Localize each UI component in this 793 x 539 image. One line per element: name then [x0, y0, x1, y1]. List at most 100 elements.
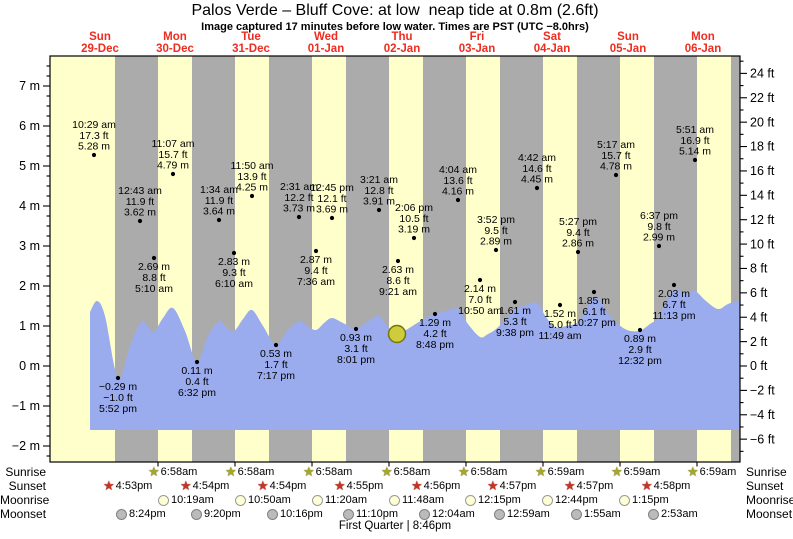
sunrise-row-label-right: Sunrise — [746, 465, 787, 479]
tide-event-dot — [91, 152, 97, 158]
tide-event-label: 2.03 m 6.7 ft 11:13 pm — [653, 288, 696, 322]
sunset-entry: ★4:57pm — [564, 478, 613, 494]
sunset-time: 4:57pm — [499, 480, 537, 492]
sunset-star-icon: ★ — [487, 478, 499, 493]
tide-event-label: 11:07 am 15.7 ft 4.79 m — [152, 138, 195, 172]
sunrise-time: 6:58am — [470, 466, 508, 478]
sunset-time: 4:53pm — [115, 480, 153, 492]
moonset-entry: 9:20pm — [191, 508, 241, 522]
sunset-star-icon: ★ — [180, 478, 192, 493]
sunset-star-icon: ★ — [103, 478, 115, 493]
day-label-04-Jan: Sat 04-Jan — [533, 31, 571, 55]
right-axis-label: 20 ft — [750, 115, 775, 129]
tide-event-dot — [637, 327, 643, 333]
moonset-circle-icon — [116, 509, 127, 520]
tide-event-label: 11:50 am 13.9 ft 4.25 m — [231, 160, 274, 194]
day-label-02-Jan: Thu 02-Jan — [383, 31, 421, 55]
sunrise-entry: ★6:59am — [535, 465, 585, 480]
moon-phase-text: First Quarter | 8:46pm — [338, 520, 452, 532]
moonset-entry: 12:04am — [419, 508, 475, 522]
tide-event-dot — [313, 248, 319, 254]
tide-event-dot — [137, 218, 143, 224]
sunrise-entry: ★6:59am — [611, 465, 660, 480]
sunrise-entry: ★6:58am — [148, 464, 197, 480]
moonset-circle-icon — [419, 509, 430, 520]
tide-event-dot — [477, 277, 483, 283]
tide-event-label: 0.53 m 1.7 ft 7:17 pm — [257, 348, 295, 382]
tide-event-dot — [591, 289, 597, 295]
tide-event-label: 1.29 m 4.2 ft 8:48 pm — [416, 317, 454, 351]
tide-event-dot — [512, 299, 518, 305]
tide-event-label: 4:04 am 13.6 ft 4.16 m — [439, 164, 477, 198]
moonset-time: 2:53am — [661, 508, 698, 520]
tide-event-label: 5:17 am 15.7 ft 4.78 m — [597, 139, 635, 173]
tide-event-dot — [575, 249, 581, 255]
tide-event-label: 2.87 m 9.4 ft 7:36 am — [297, 254, 335, 288]
tide-event-dot — [151, 255, 157, 261]
tide-event-dot — [353, 326, 359, 332]
right-axis-label: 8 ft — [750, 262, 768, 276]
tide-event-label: 0.89 m 2.9 ft 12:32 pm — [618, 333, 662, 367]
tide-event-label: 1.85 m 6.1 ft 10:27 pm — [572, 295, 616, 329]
moonset-time: 12:04am — [432, 508, 475, 520]
tide-event-dot — [692, 157, 698, 163]
right-axis-label: 6 ft — [750, 286, 768, 300]
tide-event-dot — [249, 193, 255, 199]
sunrise-time: 6:58am — [393, 466, 431, 478]
page-title: Palos Verde – Bluff Cove: at low neap ti… — [191, 2, 599, 19]
moonset-time: 8:24pm — [129, 508, 166, 520]
day-label-30-Dec: Mon 30-Dec — [156, 31, 194, 55]
moonrise-circle-icon — [312, 495, 323, 506]
moonset-time: 11:10pm — [356, 508, 398, 520]
tide-event-label: 12:43 am 11.9 ft 3.62 m — [118, 185, 162, 219]
moonrise-entry: 12:44pm — [542, 494, 598, 508]
left-axis-label: 0 m — [19, 359, 40, 373]
left-axis-label: 3 m — [19, 239, 40, 253]
sunrise-time: 6:59am — [547, 466, 585, 478]
tide-event-label: 3:21 am 12.8 ft 3.91 m — [360, 174, 398, 208]
left-axis-label: −2 m — [12, 439, 40, 453]
current-water-level-marker — [387, 324, 407, 344]
day-label-03-Jan: Fri 03-Jan — [458, 31, 496, 55]
sunset-entry: ★4:58pm — [641, 479, 691, 494]
moonrise-circle-icon — [158, 495, 169, 506]
tide-event-label: 5:27 pm 9.4 ft 2.86 m — [559, 216, 597, 250]
moonset-row-label-right: Moonset — [746, 507, 793, 521]
day-label-05-Jan: Sun 05-Jan — [609, 31, 647, 55]
tide-event-label: 2.83 m 9.3 ft 6:10 am — [215, 256, 253, 290]
right-axis-label: 10 ft — [750, 237, 775, 251]
sunset-entry: ★4:56pm — [411, 479, 460, 494]
moonset-circle-icon — [343, 509, 354, 520]
moonset-entry: 10:16pm — [267, 508, 323, 522]
moonset-circle-icon — [267, 509, 278, 520]
tide-event-dot — [557, 302, 563, 308]
sunrise-star-icon: ★ — [381, 464, 393, 479]
sunrise-time: 6:58am — [237, 466, 275, 478]
tide-event-label: 0.93 m 3.1 ft 8:01 pm — [337, 332, 375, 366]
sunset-star-icon: ★ — [564, 478, 576, 493]
tide-event-dot — [329, 215, 335, 221]
moonset-time: 12:59am — [507, 508, 550, 520]
sunrise-entry: ★6:58am — [381, 464, 431, 480]
tide-event-label: 3:52 pm 9.5 ft 2.89 m — [477, 214, 515, 248]
tide-event-dot — [115, 375, 121, 381]
right-axis-label: 22 ft — [750, 91, 775, 105]
left-axis-label: 1 m — [19, 319, 40, 333]
tide-event-dot — [273, 342, 279, 348]
moonrise-entry: 10:19am — [158, 494, 214, 508]
tide-event-label: 0.11 m 0.4 ft 6:32 pm — [178, 365, 216, 399]
moonrise-time: 11:20am — [325, 494, 367, 506]
tide-event-label: 12:45 pm 12.1 ft 3.69 m — [310, 182, 354, 216]
moonrise-time: 12:44pm — [555, 494, 598, 506]
tide-event-dot — [216, 217, 222, 223]
day-label-01-Jan: Wed 01-Jan — [307, 31, 345, 55]
moonrise-entry: 1:15pm — [619, 494, 669, 508]
right-axis-label: 2 ft — [750, 335, 768, 349]
tide-event-label: 4:42 am 14.6 ft 4.45 m — [518, 152, 556, 186]
sunset-time: 4:58pm — [653, 480, 691, 492]
tide-event-label: 2.69 m 8.8 ft 5:10 am — [135, 261, 173, 295]
sunrise-star-icon: ★ — [148, 464, 160, 479]
left-axis-label: 5 m — [19, 159, 40, 173]
tide-event-label: 5:51 am 16.9 ft 5.14 m — [676, 124, 714, 158]
sunset-entry: ★4:55pm — [334, 479, 383, 494]
